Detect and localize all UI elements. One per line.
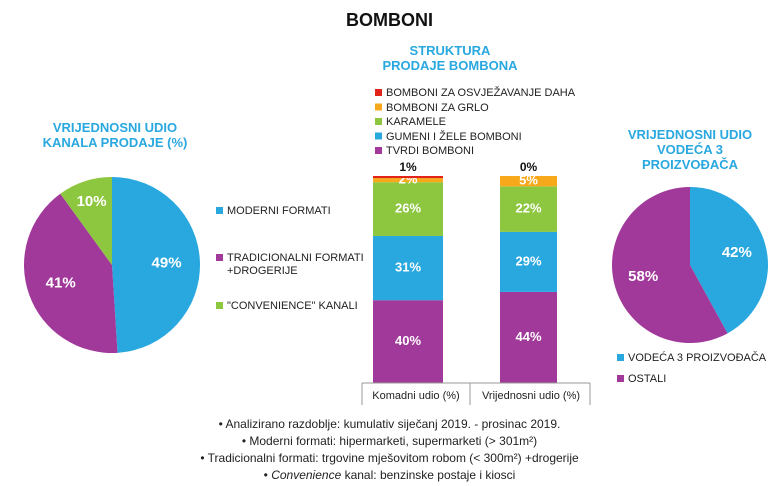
chart-title: VRIJEDNOSNI UDIO VODEĆA 3 PROIZVOĐAČA: [627, 127, 753, 172]
slice-label: 41%: [46, 274, 76, 291]
legend-swatch: [375, 147, 382, 154]
bar-label: 26%: [395, 201, 421, 216]
legend-label: BOMBONI ZA GRLO: [386, 101, 489, 114]
x-tick-label: Komadni udio (%): [372, 390, 460, 402]
legend-swatch: [216, 254, 223, 261]
footnote-italic: Convenience: [271, 468, 342, 482]
footnote-text: Tradicionalni formati: trgovine mješovit…: [207, 451, 579, 465]
pie-slice: [612, 187, 728, 344]
legend-label: GUMENI I ŽELE BOMBONI: [386, 130, 522, 143]
pie-slice: [690, 187, 768, 334]
slice-label: 58%: [628, 268, 658, 285]
legend-swatch: [375, 118, 382, 125]
legend-swatch: [617, 375, 624, 382]
bar-label: 0%: [520, 160, 538, 174]
slice-label: 49%: [152, 254, 182, 271]
legend-label: TRADICIONALNI FORMATI +DROGERIJE: [227, 252, 364, 277]
legend-label: BOMBONI ZA OSVJEŽAVANJE DAHA: [386, 87, 576, 99]
footnote-text: Analizirano razdoblje: kumulativ siječan…: [225, 417, 561, 431]
legend-label: KARAMELE: [386, 116, 446, 128]
main-title: BOMBONI: [346, 10, 433, 30]
footnote-text: kanal: benzinske postaje i kiosci: [341, 468, 516, 482]
bar-segment: [373, 182, 443, 237]
footnote: Moderni formati: hipermarketi, supermark…: [0, 434, 779, 448]
legend-swatch: [375, 89, 382, 96]
legend-label: TVRDI BOMBONI: [386, 145, 475, 157]
x-tick-label: Vrijednosni udio (%): [481, 390, 581, 402]
legend-label: "CONVENIENCE" KANALI: [227, 300, 358, 312]
bar-label: 40%: [395, 333, 421, 348]
footnote: Analizirano razdoblje: kumulativ siječan…: [0, 417, 779, 431]
footnote: Convenience kanal: benzinske postaje i k…: [0, 468, 779, 482]
legend-label: VODEĆA 3 PROIZVOĐAČA: [628, 352, 767, 364]
pie-slice: [112, 177, 200, 353]
bar-label: 5%: [519, 173, 538, 188]
chart-title: STRUKTURA PRODAJE BOMBONA: [382, 43, 518, 73]
footnote: Tradicionalni formati: trgovine mješovit…: [0, 451, 779, 465]
slice-label: 42%: [722, 244, 752, 261]
bar-segment: [500, 176, 557, 187]
legend-label: MODERNI FORMATI: [227, 205, 331, 217]
footnote-text: Moderni formati: hipermarketi, supermark…: [249, 434, 538, 448]
slice-label: 10%: [77, 193, 107, 210]
pie-slice: [60, 177, 112, 265]
legend-swatch: [617, 354, 624, 361]
bar-label: 22%: [515, 201, 541, 216]
legend-swatch: [375, 132, 382, 140]
bar-segment: [500, 231, 557, 292]
legend-swatch: [216, 302, 223, 309]
bar-segment: [500, 291, 557, 383]
bar-segment: [500, 186, 557, 232]
bar-segment: [373, 300, 443, 383]
bar-label: 31%: [395, 260, 421, 275]
chart-title: VRIJEDNOSNI UDIO KANALA PRODAJE (%): [42, 120, 188, 150]
legend-swatch: [216, 207, 223, 214]
bar-label: 2%: [399, 172, 418, 187]
legend-label: OSTALI: [628, 373, 667, 385]
bar-segment: [373, 178, 443, 183]
bar-segment: [373, 236, 443, 301]
bar-label: 29%: [515, 253, 541, 268]
bar-segment: [373, 176, 443, 179]
bar-label: 44%: [515, 329, 541, 344]
bar-label: 1%: [399, 160, 417, 174]
pie-slice: [24, 193, 118, 353]
legend-swatch: [375, 103, 382, 111]
